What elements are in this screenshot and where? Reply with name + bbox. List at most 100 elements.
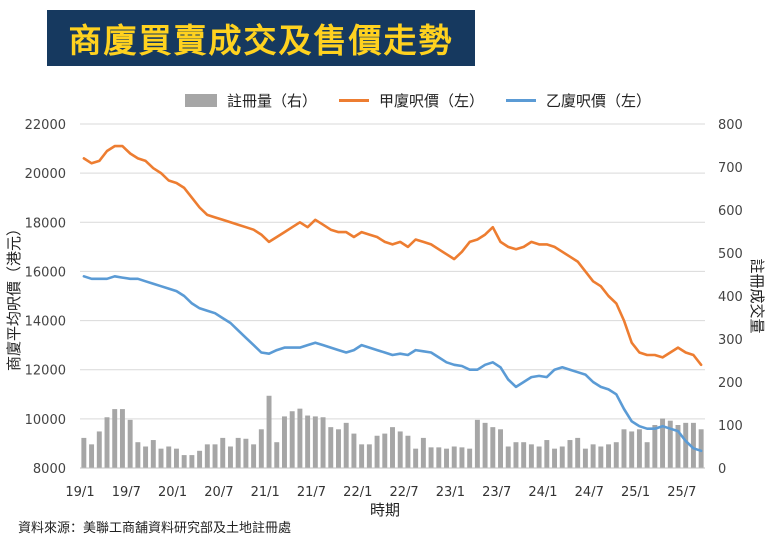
y-tick-left: 14000 — [25, 315, 66, 330]
bar — [89, 444, 95, 468]
x-tick: 19/7 — [112, 485, 141, 500]
bar — [544, 440, 550, 468]
bar — [459, 447, 465, 468]
bar — [150, 440, 156, 468]
bar — [289, 411, 295, 468]
bar — [536, 446, 542, 468]
chart-legend: 註冊量（右） 甲廈呎價（左） 乙廈呎價（左） — [185, 90, 673, 111]
bar — [675, 425, 681, 468]
y-tick-right: 100 — [718, 419, 743, 434]
y-tick-left: 20000 — [25, 167, 66, 182]
bar — [212, 444, 218, 468]
bar — [644, 442, 650, 468]
bar — [413, 448, 419, 468]
bar — [251, 444, 257, 468]
x-tick: 24/7 — [575, 485, 604, 500]
x-tick: 20/1 — [158, 485, 187, 500]
bar — [382, 433, 388, 468]
bar — [490, 427, 496, 468]
x-tick: 19/1 — [65, 485, 94, 500]
x-tick: 22/7 — [389, 485, 418, 500]
bar — [343, 422, 349, 468]
legend-label-bars: 註冊量（右） — [227, 92, 318, 110]
bar — [482, 422, 488, 468]
y-tick-right: 800 — [718, 118, 743, 133]
bar — [204, 444, 210, 468]
series-a-line — [82, 144, 703, 367]
bar — [258, 429, 264, 468]
bar — [528, 444, 534, 468]
bar — [143, 446, 149, 468]
bar — [297, 408, 303, 468]
bar — [96, 431, 102, 468]
bar — [243, 438, 249, 468]
y-axis-title-left: 商廈平均呎價（港元） — [5, 221, 23, 371]
y-tick-right: 400 — [718, 290, 743, 305]
bar — [521, 442, 527, 468]
legend-swatch-series-b — [506, 99, 537, 102]
bar — [498, 429, 503, 468]
bar — [227, 446, 233, 468]
source-note: 資料來源：美聯工商舖資料研究部及土地註冊處 — [18, 521, 292, 536]
y-tick-left: 16000 — [25, 265, 66, 280]
bar — [690, 422, 696, 468]
y-tick-right: 700 — [718, 161, 743, 176]
bar — [235, 437, 241, 468]
bar — [559, 446, 565, 468]
x-tick: 25/1 — [621, 485, 650, 500]
bar — [652, 425, 658, 468]
bar — [567, 440, 573, 468]
bar — [274, 442, 280, 468]
x-axis-title: 時期 — [370, 501, 400, 519]
bar — [359, 444, 365, 468]
bar — [683, 422, 689, 468]
bar — [606, 444, 612, 468]
bar — [336, 429, 341, 468]
bar — [305, 415, 311, 468]
bar — [328, 427, 334, 468]
x-tick: 24/1 — [528, 485, 557, 500]
bar — [166, 446, 172, 468]
bar — [467, 448, 473, 468]
legend-swatch-series-a — [339, 99, 370, 102]
legend-label-series-a: 甲廈呎價（左） — [379, 92, 485, 110]
y-tick-left: 8000 — [33, 462, 66, 477]
bar — [698, 429, 704, 468]
y-axis-title-right: 註冊成交量 — [748, 258, 766, 333]
y-tick-left: 22000 — [25, 118, 66, 133]
y-tick-right: 200 — [718, 376, 743, 391]
y-tick-left: 18000 — [25, 216, 66, 231]
bar — [282, 416, 287, 468]
bar — [660, 418, 666, 468]
bar — [621, 429, 627, 468]
bar — [667, 420, 673, 468]
y-tick-right: 300 — [718, 333, 743, 348]
bar — [513, 442, 519, 468]
x-tick: 22/1 — [343, 485, 372, 500]
x-tick: 23/7 — [482, 485, 511, 500]
bar — [266, 395, 272, 468]
bar — [390, 427, 395, 468]
x-tick: 21/7 — [297, 485, 326, 500]
y-tick-right: 0 — [718, 462, 726, 477]
bar — [366, 444, 372, 468]
bar — [436, 447, 442, 468]
bar — [420, 437, 426, 468]
legend-item-bars: 註冊量（右） — [185, 90, 317, 111]
x-tick: 20/7 — [204, 485, 233, 500]
bar — [428, 447, 434, 468]
bar — [189, 455, 195, 468]
bar — [575, 437, 581, 468]
bar — [351, 433, 357, 468]
y-tick-right: 500 — [718, 247, 743, 262]
legend-item-series-a: 甲廈呎價（左） — [339, 90, 484, 111]
bar — [629, 431, 635, 468]
bar — [613, 442, 619, 468]
bar — [181, 455, 187, 468]
chart-title: 商廈買賣成交及售價走勢 — [68, 21, 454, 60]
bar — [104, 417, 110, 468]
bar — [505, 446, 511, 468]
legend-item-series-b: 乙廈呎價（左） — [506, 90, 651, 111]
y-tick-left: 12000 — [25, 364, 66, 379]
